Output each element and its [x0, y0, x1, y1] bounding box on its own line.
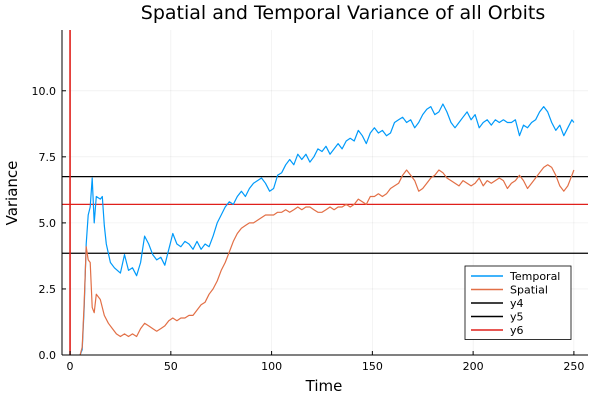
y-tick-label: 7.5 — [39, 151, 57, 164]
axes: 0 50 100 150 200 250 0.0 2.5 5.0 7.5 10.0 — [32, 30, 588, 373]
legend-label-y4: y4 — [510, 297, 524, 310]
legend-label-y5: y5 — [510, 311, 524, 324]
legend-label-y6: y6 — [510, 324, 524, 337]
y-tick-label: 10.0 — [32, 85, 57, 98]
y-tick-label: 2.5 — [39, 283, 57, 296]
x-tick-label: 100 — [261, 360, 282, 373]
series-line-temporal — [79, 103, 575, 356]
series-line-spatial — [79, 164, 575, 356]
x-tick-label: 250 — [563, 360, 584, 373]
x-tick-label: 150 — [362, 360, 383, 373]
x-tick-label: 0 — [67, 360, 74, 373]
x-tick-label: 50 — [164, 360, 178, 373]
x-tick-label: 200 — [463, 360, 484, 373]
legend-label-temporal: Temporal — [509, 270, 560, 283]
y-tick-label: 5.0 — [39, 217, 57, 230]
chart-title: Spatial and Temporal Variance of all Orb… — [141, 2, 545, 24]
plot-area — [62, 30, 588, 356]
legend-label-spatial: Spatial — [510, 284, 548, 297]
y-tick-label: 0.0 — [39, 349, 57, 362]
x-axis-label: Time — [305, 377, 343, 395]
y-axis-label: Variance — [3, 161, 21, 226]
